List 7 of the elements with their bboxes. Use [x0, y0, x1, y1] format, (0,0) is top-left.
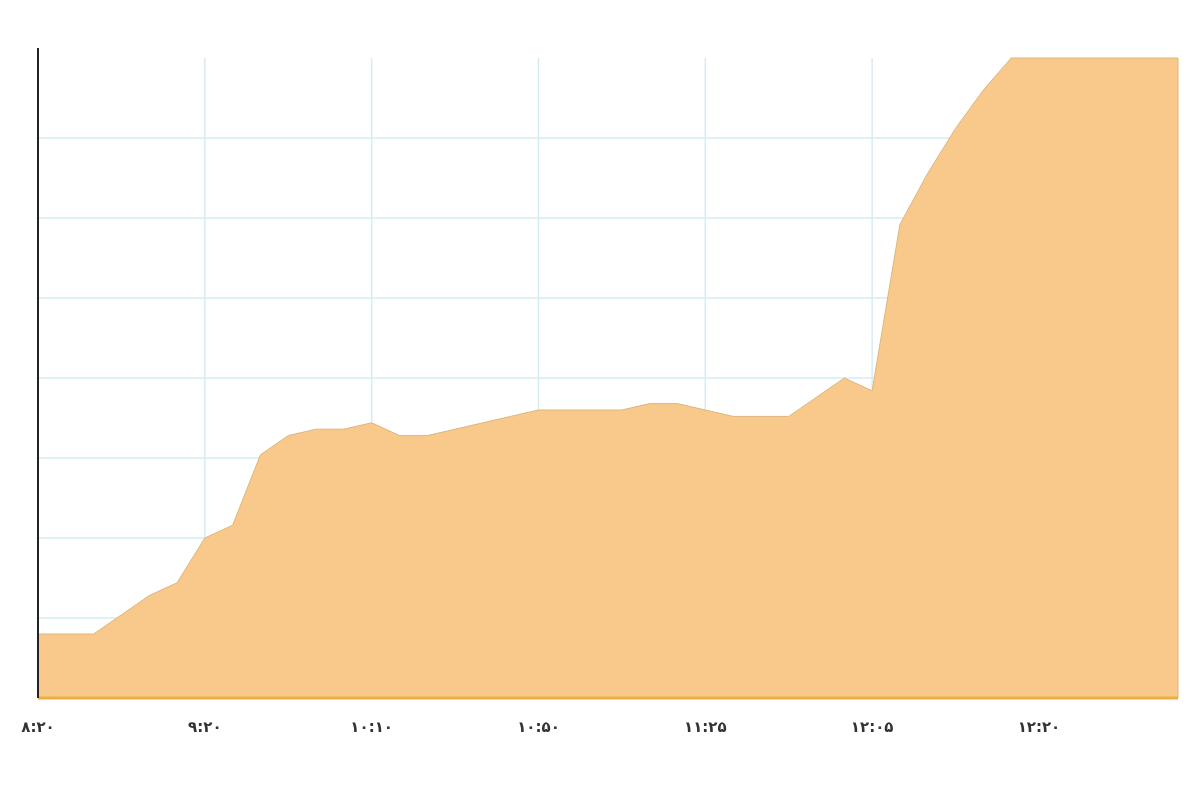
x-tick-label: ۱۰:۵۰: [517, 718, 560, 736]
x-tick-label: ۹:۲۰: [188, 718, 222, 736]
x-tick-label: ۸:۲۰: [21, 718, 55, 736]
x-tick-label: ۱۲:۰۵: [850, 718, 894, 736]
x-tick-label: ۱۲:۲۰: [1017, 718, 1061, 736]
x-tick-label: ۱۰:۱۰: [350, 718, 393, 736]
x-tick-label: ۱۱:۲۵: [684, 718, 727, 736]
